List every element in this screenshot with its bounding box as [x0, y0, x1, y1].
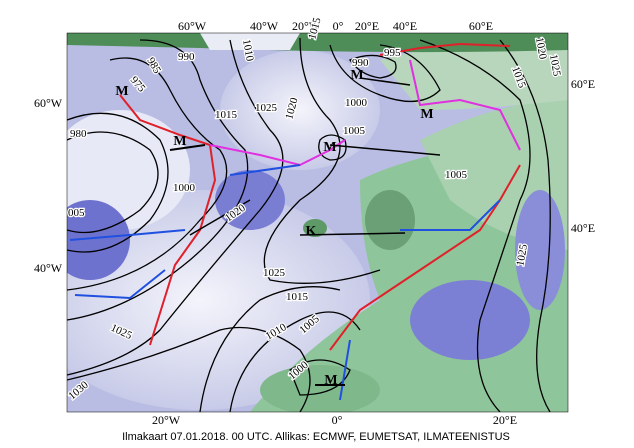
high-center: K	[306, 224, 317, 239]
graticule-label: 60°E	[571, 77, 595, 91]
low-center: M	[173, 134, 186, 149]
isobar-label: 1020	[533, 36, 549, 60]
low-center: M	[420, 107, 433, 122]
isobar-label: 1000	[345, 97, 368, 109]
isobar-label: 990	[352, 57, 369, 69]
graticule-label: 40°E	[571, 221, 595, 235]
isobar-label: 005	[68, 207, 85, 219]
satellite-image	[67, 33, 568, 412]
isobar-label: 1025	[547, 53, 563, 77]
isobar-label: 1025	[255, 102, 278, 114]
caption: Ilmakaart 07.01.2018. 00 UTC. Allikas: E…	[122, 431, 510, 443]
isobar-label: 1015	[286, 291, 309, 303]
low-center: M	[323, 140, 336, 155]
isobar-label: 1000	[173, 182, 196, 194]
low-center: M	[115, 84, 128, 99]
graticule-label: 40°W	[34, 261, 63, 275]
isobar-label: 995	[384, 47, 401, 59]
graticule-label: 0°	[333, 19, 344, 33]
isobar-label: 1010	[240, 38, 256, 62]
graticule-label: 20°E	[493, 413, 517, 427]
pressure-centers: M M M M M K M	[115, 68, 433, 388]
isobar-label: 1015	[306, 16, 323, 41]
graticule-label: 60°E	[469, 19, 493, 33]
isobar-label: 1005	[445, 169, 468, 181]
graticule-label: 60°W	[178, 19, 207, 33]
isobar-label: 980	[70, 128, 87, 140]
isobar-label: 1015	[215, 109, 238, 121]
graticule-label: 40°E	[393, 19, 417, 33]
isobar-label: 1025	[514, 243, 530, 267]
low-center: M	[350, 68, 363, 83]
low-center: M	[324, 373, 337, 388]
graticule-label: 0°	[332, 413, 343, 427]
isobar-label: 1005	[343, 125, 366, 137]
isobar-label: 1025	[263, 267, 286, 279]
isobar-label: 990	[178, 51, 195, 63]
graticule-label: 20°E	[355, 19, 379, 33]
graticule-label: 20°W	[152, 413, 181, 427]
graticule-label: 60°W	[34, 96, 63, 110]
graticule-label: 20°W	[292, 19, 321, 33]
graticule-label: 40°W	[250, 19, 279, 33]
